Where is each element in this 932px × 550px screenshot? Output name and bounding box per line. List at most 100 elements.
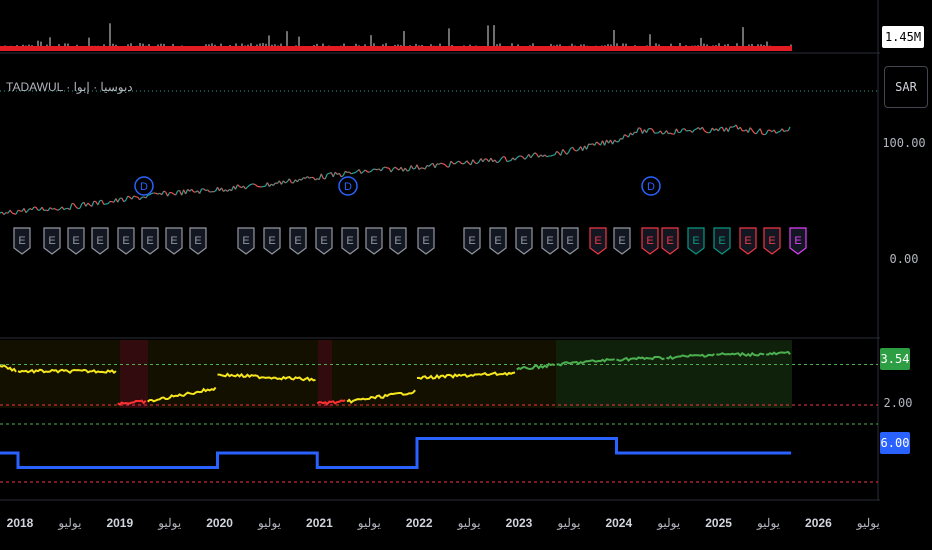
price-candle: [452, 162, 456, 165]
price-candle: [121, 197, 125, 202]
price-candle: [747, 127, 751, 133]
price-candle: [368, 170, 372, 173]
earnings-marker-label: E: [666, 235, 673, 247]
price-candle: [727, 126, 731, 132]
currency-button[interactable]: SAR: [884, 66, 928, 108]
earnings-marker-label: E: [72, 235, 79, 247]
price-candle: [353, 171, 356, 174]
price-candle: [25, 209, 29, 214]
price-candle: [574, 149, 577, 152]
price-candle: [662, 132, 665, 135]
price-candle: [695, 127, 699, 130]
price-candle: [304, 176, 308, 179]
price-candle: [342, 171, 346, 176]
dividend-marker: [134, 176, 154, 196]
volume-bar: [88, 37, 90, 50]
price-candle: [323, 177, 326, 180]
price-candle: [650, 127, 653, 130]
price-candle: [31, 206, 35, 211]
price-candle: [530, 154, 534, 159]
price-candle: [181, 189, 185, 196]
price-candle: [139, 196, 143, 201]
earnings-marker: [489, 227, 507, 255]
volume-band: [0, 46, 792, 51]
price-candle: [272, 182, 276, 186]
price-candle: [292, 179, 296, 184]
price-candle: [163, 190, 167, 193]
price-candle: [534, 152, 538, 155]
time-axis-label: 2023: [506, 516, 533, 530]
price-candle: [546, 155, 549, 158]
price-candle: [554, 151, 558, 156]
symbol-title: TADAWUL · دبوسيا · إبوا: [6, 80, 133, 94]
price-candle: [426, 164, 430, 167]
price-candle: [384, 166, 388, 169]
price-candle: [75, 206, 79, 210]
price-candle: [376, 168, 380, 171]
price-candle: [620, 137, 623, 140]
price-candle: [370, 168, 374, 172]
price-candle: [63, 208, 67, 211]
volume-bar: [700, 37, 702, 50]
price-candle: [175, 190, 179, 196]
price-candle: [456, 160, 460, 163]
price-candle: [610, 139, 614, 145]
volume-bar: [298, 36, 300, 50]
price-candle: [205, 189, 208, 192]
volume-value-label: 1.45M: [882, 26, 924, 48]
price-candle: [360, 171, 364, 175]
price-candle: [249, 183, 252, 186]
price-candle: [127, 195, 130, 198]
price-candle: [641, 129, 645, 134]
dividend-marker: [641, 176, 661, 196]
earnings-marker: [661, 227, 679, 255]
time-axis-label: يوليو: [556, 516, 580, 530]
indicator-line-segment: [316, 399, 346, 406]
price-candle: [332, 171, 336, 178]
time-axis-label: يوليو: [656, 516, 680, 530]
earnings-marker-label: E: [618, 235, 625, 247]
time-axis-label: يوليو: [357, 516, 381, 530]
price-candle: [627, 132, 632, 138]
price-candle: [282, 180, 286, 184]
earnings-marker: [165, 227, 183, 255]
price-candle: [576, 149, 579, 152]
price-candle: [735, 124, 739, 130]
earnings-marker: [263, 227, 281, 255]
price-candle: [107, 201, 111, 205]
price-candle: [199, 188, 203, 194]
price-candle: [161, 190, 165, 196]
price-candle: [187, 188, 191, 192]
price-candle: [460, 162, 464, 165]
price-candle: [516, 155, 520, 159]
price-candle: [338, 172, 342, 178]
price-candle: [706, 131, 709, 134]
price-candle: [458, 160, 462, 164]
indicator-level-label: 2.00: [883, 396, 913, 410]
price-candle: [69, 203, 73, 210]
volume-bar: [109, 23, 111, 50]
price-candle: [434, 163, 438, 169]
price-candle: [234, 184, 239, 190]
price-candle: [390, 168, 394, 173]
earnings-marker: [789, 227, 807, 255]
price-candle: [344, 170, 348, 173]
price-candle: [759, 128, 763, 135]
price-candle: [494, 159, 498, 163]
earnings-marker-label: E: [594, 235, 601, 247]
price-candle: [651, 129, 655, 134]
price-candle: [694, 128, 697, 131]
price-candle: [288, 178, 292, 183]
earnings-marker: [289, 227, 307, 255]
price-candle: [659, 130, 663, 135]
volume-bar: [448, 28, 450, 50]
price-candle: [45, 209, 49, 212]
earnings-marker-label: E: [718, 235, 725, 247]
price-label-100: 100.00: [882, 136, 926, 150]
volume-bar: [487, 25, 489, 50]
price-candle: [320, 173, 324, 179]
price-candle: [51, 207, 55, 210]
price-candle: [61, 206, 65, 210]
volume-bar: [286, 31, 288, 50]
earnings-marker-label: E: [48, 235, 55, 247]
